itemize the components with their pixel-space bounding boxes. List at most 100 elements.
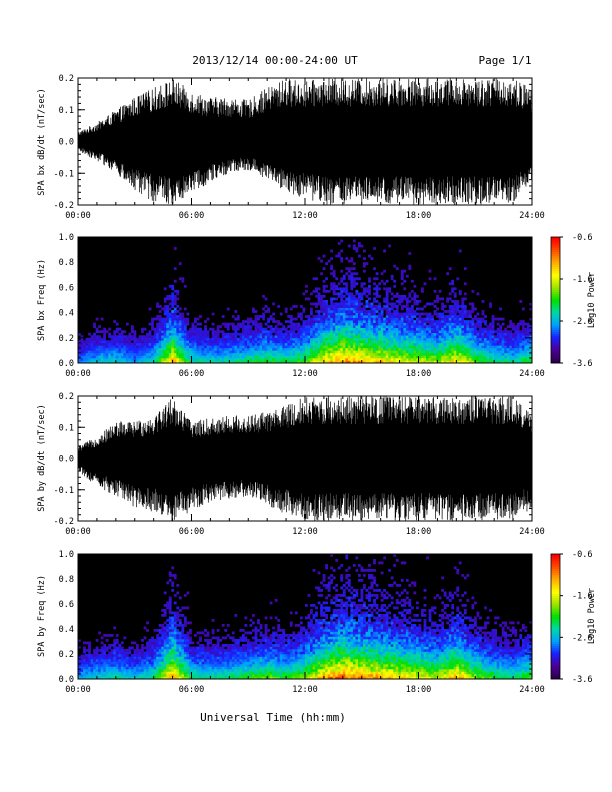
spectrogram-cell	[370, 350, 374, 354]
colorbar: -0.6-1.6-2.6-3.6	[550, 233, 592, 369]
spectrogram-cell	[196, 342, 200, 346]
spectrogram-cell	[158, 674, 162, 677]
spectrogram-cell	[103, 342, 107, 346]
spectrogram-cell	[418, 312, 422, 316]
spectrogram-cell	[161, 641, 165, 645]
spectrogram-cell	[453, 317, 457, 321]
spectrogram-cell	[171, 312, 175, 316]
spectrogram-cell	[166, 626, 170, 630]
spectrogram-cell	[529, 345, 533, 349]
spectrogram-cell	[191, 337, 195, 341]
spectrogram-cell	[176, 619, 180, 622]
spectrogram-cell	[221, 342, 225, 346]
spectrogram-cell	[236, 347, 240, 351]
spectrogram-cell	[231, 342, 235, 346]
spectrogram-cell	[282, 340, 286, 344]
spectrogram-cell	[108, 674, 112, 677]
spectrogram-cell	[453, 352, 457, 356]
spectrogram-cell	[279, 347, 283, 351]
spectrogram-cell	[378, 332, 381, 336]
spectrogram-cell	[521, 352, 525, 356]
spectrogram-cell	[375, 340, 379, 344]
spectrogram-cell	[173, 636, 177, 640]
spectrogram-cell	[524, 352, 528, 356]
spectrogram-cell	[320, 305, 323, 308]
spectrogram-cell	[252, 332, 255, 336]
spectrogram-cell	[176, 360, 180, 364]
spectrogram-cell	[146, 666, 149, 670]
spectrogram-cell	[158, 335, 162, 339]
spectrogram-cell	[370, 325, 374, 329]
spectrogram-cell	[274, 350, 278, 354]
spectrogram-cell	[178, 631, 182, 635]
spectrogram-cell	[204, 651, 207, 655]
spectrogram-cell	[249, 340, 253, 344]
spectrogram-cell	[292, 350, 296, 354]
spectrogram-cell	[342, 335, 346, 339]
spectrogram-cell	[352, 262, 356, 266]
spectrogram-cell	[173, 674, 177, 677]
spectrogram-cell	[163, 634, 167, 637]
spectrogram-cell	[385, 337, 389, 341]
spectrogram-cell	[168, 332, 172, 336]
spectrogram-cell	[332, 332, 336, 336]
spectrogram-cell	[171, 649, 175, 652]
spectrogram-cell	[156, 355, 160, 359]
spectrogram-cell	[188, 340, 192, 344]
spectrogram-cell	[466, 332, 470, 336]
spectrogram-cell	[521, 347, 525, 351]
spectrogram-cell	[327, 312, 331, 316]
spectrogram-cell	[146, 644, 149, 647]
spectrogram-cell	[244, 332, 248, 336]
spectrogram-cell	[463, 342, 467, 346]
spectrogram-cell	[178, 644, 182, 647]
spectrogram-cell	[463, 322, 467, 326]
spectrogram-cell	[80, 355, 84, 359]
colorbar-tick-label: -1.6	[572, 275, 592, 285]
spectrogram-cell	[448, 322, 452, 326]
spectrogram-cell	[133, 330, 137, 334]
spectrogram-cell	[393, 360, 397, 364]
spectrogram-cell	[88, 664, 91, 667]
spectrogram-cell	[194, 332, 197, 336]
spectrogram-cell	[110, 342, 114, 346]
spectrogram-cell	[410, 305, 414, 308]
spectrogram-cell	[166, 352, 170, 356]
spectrogram-cell	[400, 269, 404, 273]
spectrogram-cell	[345, 327, 349, 331]
spectrogram-cell	[229, 342, 233, 346]
spectrogram-cell	[168, 656, 172, 660]
spectrogram-cell	[504, 337, 508, 341]
spectrogram-cell	[118, 347, 122, 351]
y-tick-label: -0.2	[54, 201, 74, 211]
spectrogram-cell	[395, 352, 399, 356]
spectrogram-cell	[163, 317, 167, 321]
spectrogram-cell	[277, 360, 281, 364]
spectrogram-cell	[337, 322, 341, 326]
spectrogram-cell	[486, 355, 490, 359]
spectrogram-cell	[171, 327, 175, 331]
spectrogram-cell	[78, 664, 81, 667]
spectrogram-cell	[519, 360, 523, 364]
spectrogram-cell	[360, 330, 364, 334]
spectrogram-cell	[471, 332, 475, 336]
spectrogram-cell	[398, 352, 402, 356]
spectrogram-cell	[327, 342, 331, 346]
spectrogram-cell	[168, 355, 172, 359]
spectrogram-cell	[446, 350, 450, 354]
spectrogram-cell	[173, 656, 177, 660]
spectrogram-cell	[357, 350, 361, 354]
spectrogram-cell	[173, 619, 177, 622]
spectrogram-cell	[378, 325, 381, 329]
spectrogram-cell	[292, 325, 296, 329]
spectrogram-cell	[456, 355, 460, 359]
spectrogram-cell	[168, 641, 172, 645]
spectrogram-cell	[315, 294, 318, 298]
spectrogram-cell	[284, 337, 288, 341]
spectrogram-cell	[385, 330, 389, 334]
colorbar-segment	[551, 276, 560, 280]
spectrogram-cell	[262, 330, 265, 334]
spectrogram-cell	[357, 330, 361, 334]
spectrogram-cell	[315, 310, 318, 313]
spectrogram-cell	[221, 350, 225, 354]
